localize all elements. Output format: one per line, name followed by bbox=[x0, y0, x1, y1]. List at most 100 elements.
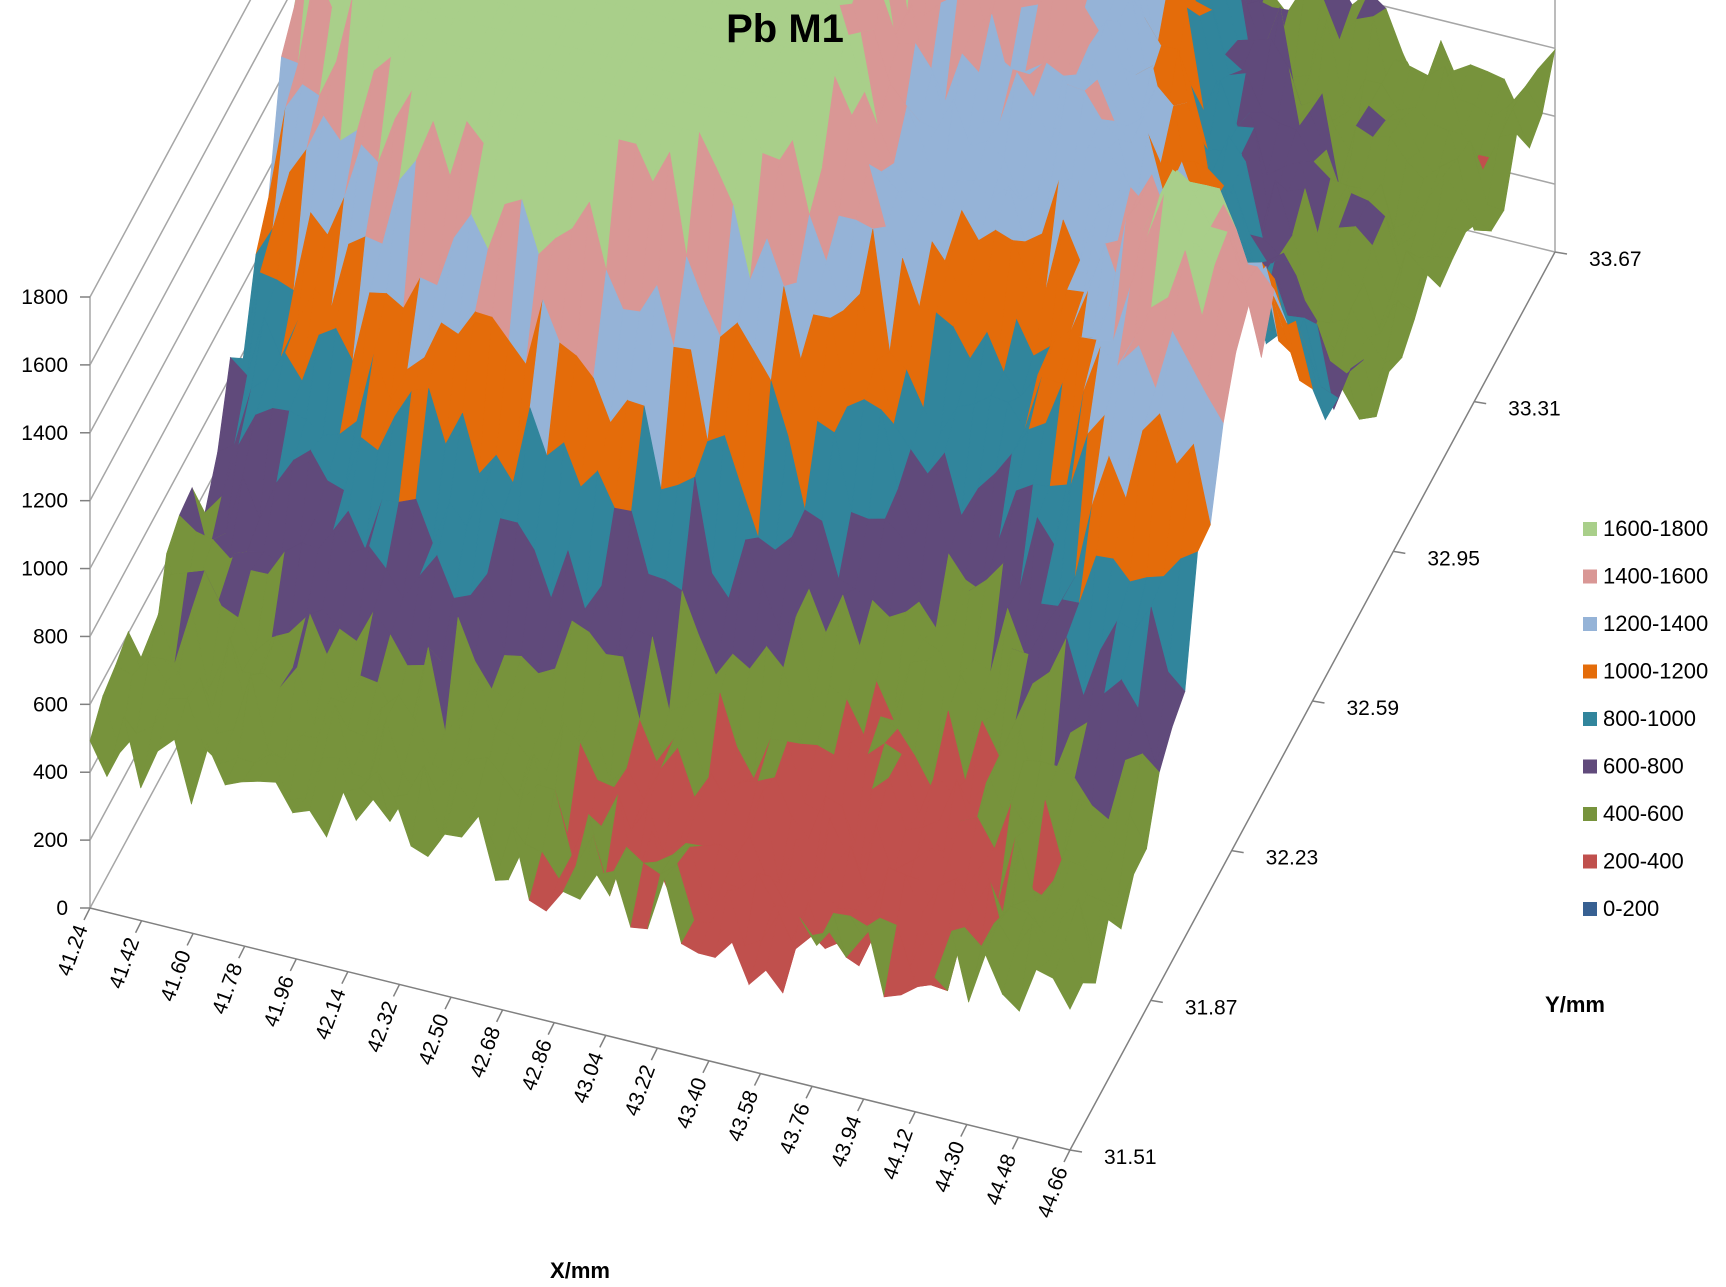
x-tick-label: 43.22 bbox=[620, 1062, 660, 1119]
surface-cell bbox=[905, 0, 909, 12]
x-tick-mark bbox=[289, 958, 297, 972]
x-tick-mark bbox=[753, 1073, 762, 1086]
x-tick-mark bbox=[83, 907, 91, 921]
y-tick-label: 33.31 bbox=[1508, 398, 1561, 421]
surface-cell bbox=[850, 0, 855, 5]
legend-label: 1400-1600 bbox=[1603, 564, 1708, 589]
legend: 1600-1800 1400-1600 1200-1400 1000-1200 800-… bbox=[1583, 516, 1708, 921]
surface-cell bbox=[1052, 938, 1084, 1010]
x-tick-label: 44.12 bbox=[878, 1126, 918, 1183]
y-tick-mark bbox=[1393, 550, 1406, 555]
x-tick-label: 41.96 bbox=[259, 973, 299, 1030]
y-tick-label: 32.95 bbox=[1427, 547, 1480, 570]
z-tick-label: 600 bbox=[33, 693, 68, 716]
x-tick-label: 43.40 bbox=[672, 1075, 712, 1132]
x-tick-mark bbox=[650, 1047, 659, 1061]
x-tick-label: 41.60 bbox=[156, 947, 196, 1004]
x-tick-mark bbox=[908, 1111, 916, 1125]
legend-label: 400-600 bbox=[1603, 801, 1684, 826]
x-tick-mark bbox=[392, 984, 401, 997]
z-axis-tick-labels: 0 200 400 600 800 1000 1200 1400 1600 1800 bbox=[21, 286, 90, 920]
x-tick-label: 43.94 bbox=[827, 1113, 867, 1171]
z-gridline bbox=[89, 0, 325, 434]
legend-swatch bbox=[1583, 712, 1597, 726]
x-tick-label: 43.04 bbox=[569, 1049, 609, 1107]
x-tick-label: 42.86 bbox=[517, 1036, 557, 1093]
z-tick-label: 400 bbox=[33, 761, 68, 784]
legend-label: 600-800 bbox=[1603, 754, 1684, 779]
y-tick-label: 31.87 bbox=[1185, 996, 1238, 1019]
y-tick-label: 32.59 bbox=[1347, 697, 1400, 720]
x-tick-mark bbox=[186, 933, 194, 946]
x-tick-mark bbox=[960, 1124, 968, 1137]
x-tick-mark bbox=[599, 1035, 607, 1048]
y-tick-label: 31.51 bbox=[1104, 1146, 1157, 1169]
z-tick-label: 1000 bbox=[21, 558, 68, 581]
x-tick-mark bbox=[1011, 1136, 1020, 1150]
x-tick-label: 42.32 bbox=[363, 998, 403, 1055]
y-axis-title: Y/mm bbox=[1545, 992, 1605, 1017]
x-tick-label: 43.76 bbox=[775, 1100, 815, 1157]
z-tick-label: 1600 bbox=[21, 354, 68, 377]
legend-label: 800-1000 bbox=[1603, 706, 1696, 731]
x-tick-mark bbox=[134, 920, 143, 934]
x-tick-label: 42.50 bbox=[414, 1011, 454, 1068]
x-tick-label: 43.58 bbox=[724, 1087, 764, 1144]
x-tick-mark bbox=[1063, 1149, 1071, 1163]
y-tick-mark bbox=[1474, 400, 1487, 405]
surface-cell bbox=[1018, 0, 1026, 9]
x-axis-title: X/mm bbox=[550, 1258, 610, 1283]
z-tick-label: 800 bbox=[33, 625, 68, 648]
x-tick-label: 41.78 bbox=[208, 960, 248, 1017]
x-tick-mark bbox=[238, 945, 246, 959]
x-axis-line bbox=[89, 907, 1071, 1151]
legend-swatch bbox=[1583, 522, 1597, 536]
legend-label: 0-200 bbox=[1603, 896, 1659, 921]
y-tick-mark bbox=[1231, 849, 1244, 854]
y-tick-label: 33.67 bbox=[1589, 248, 1642, 271]
x-tick-label: 44.30 bbox=[930, 1138, 970, 1195]
x-tick-mark bbox=[805, 1085, 813, 1099]
x-tick-label: 41.42 bbox=[105, 935, 145, 992]
x-tick-mark bbox=[341, 971, 349, 985]
chart-title: Pb M1 bbox=[726, 7, 844, 51]
x-tick-label: 44.48 bbox=[982, 1151, 1022, 1208]
z-tick-label: 200 bbox=[33, 829, 68, 852]
legend-swatch bbox=[1583, 664, 1597, 679]
z-tick-label: 1400 bbox=[21, 422, 68, 445]
surface-plot bbox=[89, 0, 1556, 1012]
x-tick-mark bbox=[547, 1022, 555, 1035]
y-tick-label: 32.23 bbox=[1266, 847, 1319, 870]
x-tick-mark bbox=[495, 1009, 504, 1023]
legend-swatch bbox=[1583, 617, 1597, 631]
x-tick-label: 41.24 bbox=[53, 922, 93, 980]
x-tick-mark bbox=[702, 1060, 710, 1074]
y-tick-mark bbox=[1069, 1149, 1083, 1153]
y-tick-mark bbox=[1554, 251, 1568, 255]
chart-walls bbox=[89, 0, 1556, 908]
legend-swatch bbox=[1583, 902, 1597, 916]
x-tick-label: 42.68 bbox=[466, 1024, 506, 1081]
legend-label: 1600-1800 bbox=[1603, 516, 1708, 541]
x-tick-label: 44.66 bbox=[1033, 1164, 1073, 1221]
z-gridline bbox=[89, 0, 398, 569]
y-tick-mark bbox=[1312, 700, 1325, 704]
x-tick-mark bbox=[444, 996, 452, 1010]
x-tick-label: 42.14 bbox=[311, 985, 351, 1043]
legend-label: 1200-1400 bbox=[1603, 611, 1708, 636]
z-tick-label: 1800 bbox=[21, 286, 68, 309]
z-tick-label: 0 bbox=[56, 897, 68, 920]
legend-swatch bbox=[1583, 854, 1597, 869]
legend-label: 1000-1200 bbox=[1603, 659, 1708, 684]
z-gridline bbox=[89, 0, 288, 366]
legend-swatch bbox=[1583, 759, 1597, 774]
y-axis-tick-labels: 31.51 31.87 32.23 32.59 32.95 33.31 33.67 bbox=[1069, 248, 1642, 1169]
x-tick-mark bbox=[857, 1098, 865, 1112]
y-tick-mark bbox=[1150, 999, 1163, 1004]
z-tick-label: 1200 bbox=[21, 490, 68, 513]
legend-swatch bbox=[1583, 569, 1597, 584]
legend-swatch bbox=[1583, 807, 1597, 821]
legend-label: 200-400 bbox=[1603, 849, 1684, 874]
z-gridline bbox=[89, 0, 362, 502]
